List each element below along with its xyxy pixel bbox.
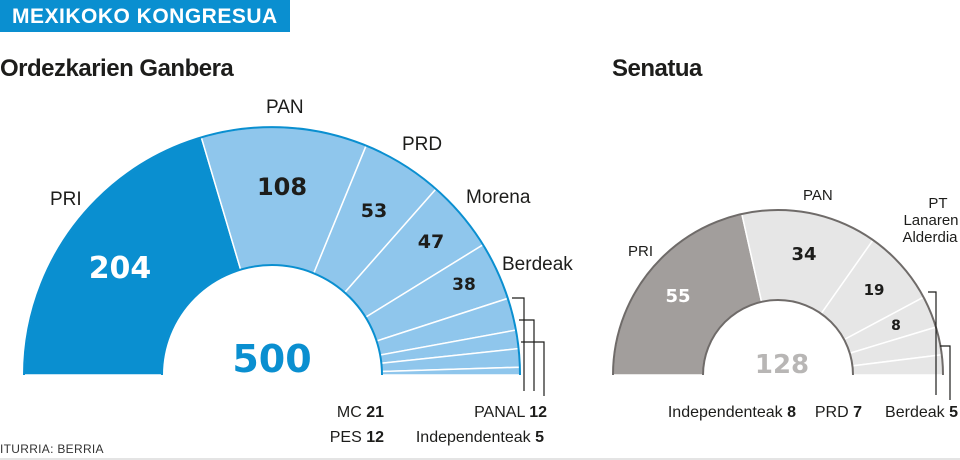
house-inner-rim [161,264,383,376]
senate-inner-rim [702,299,854,376]
house-outer-rim [23,126,521,376]
senate-label-pan: PAN [803,187,833,204]
house-label-prd: PRD [402,134,442,155]
senate-value-independenteak: 8 [891,318,901,334]
senate-label-pt: PT Lanaren Alderdia [902,195,958,246]
house-foot-pes: PES 12 [330,429,384,446]
header-tag: MEXIKOKO KONGRESUA [0,0,290,32]
senate-chart-title: Senatua [612,55,702,82]
senate-value-pt: 19 [864,281,885,299]
house-value-pri: 204 [89,251,152,286]
house-label-berdeak: Berdeak [502,254,573,275]
senate-foot-prd: PRD 7 [815,404,862,421]
senate-foot-berdeak: Berdeak 5 [885,404,958,421]
senate-total: 128 [755,350,809,380]
house-chart-title: Ordezkarien Ganbera [0,55,234,82]
house-label-pri: PRI [50,189,82,210]
house-total: 500 [232,337,311,381]
senate-foot-independenteak: Independenteak 8 [668,404,796,421]
house-leader-lines [512,297,545,396]
house-chart [23,126,521,376]
bottom-rule [0,458,960,460]
house-label-morena: Morena [466,187,531,208]
house-foot-panal: PANAL 12 [474,404,547,421]
house-value-prd: 53 [361,200,387,222]
house-value-berdeak: 38 [452,275,476,295]
senate-chart [612,209,944,376]
source-note: ITURRIA: BERRIA [0,442,104,456]
house-foot-mc: MC 21 [337,404,384,421]
senate-value-pan: 34 [791,244,816,265]
senate-label-pri: PRI [628,243,653,260]
senate-value-pri: 55 [665,286,690,307]
senate-outer-rim [612,209,944,376]
house-foot-independenteak: Independenteak 5 [416,429,544,446]
house-label-pan: PAN [266,97,304,118]
house-value-pan: 108 [257,173,307,201]
senate-leader-lines [928,291,951,400]
house-value-morena: 47 [418,231,444,253]
